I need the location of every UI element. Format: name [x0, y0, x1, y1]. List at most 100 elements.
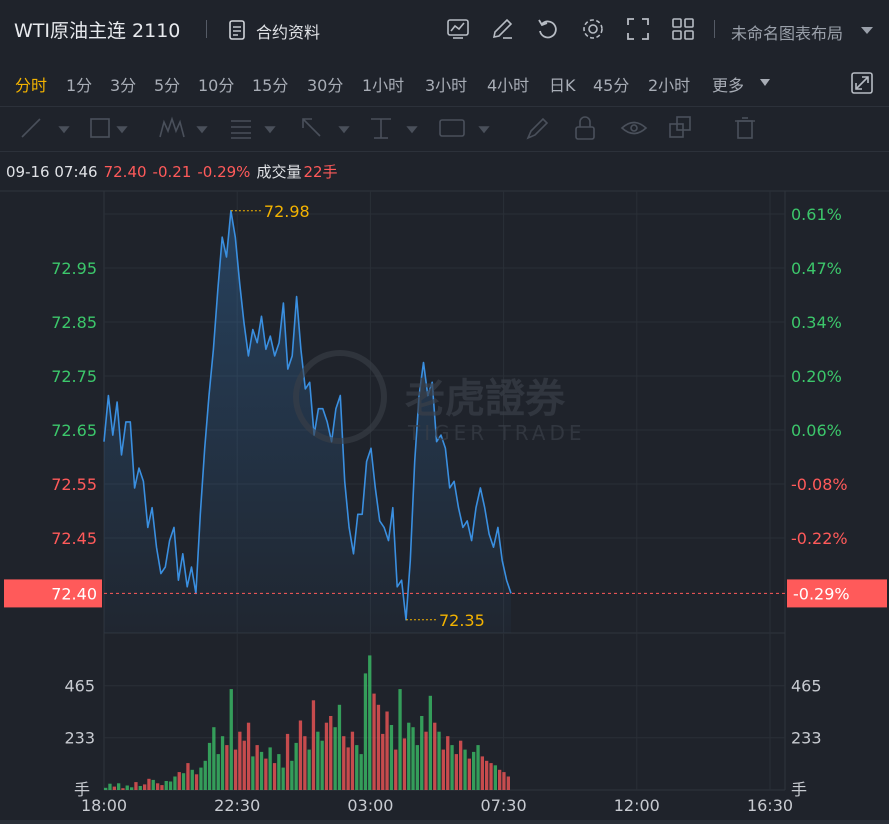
layout-name-dropdown[interactable]: 未命名图表布局: [731, 24, 844, 43]
volume-bar: [168, 781, 173, 790]
volume-bar: [272, 763, 277, 790]
edit-icon[interactable]: [490, 16, 516, 42]
volume-bar: [134, 782, 138, 790]
period-tab[interactable]: 2小时: [648, 76, 691, 95]
quote-datetime: 09-16 07:46: [6, 163, 98, 181]
rectangle-tool-icon[interactable]: [90, 118, 128, 138]
volume-tick-label: 233: [64, 729, 95, 748]
volume-bar: [437, 731, 441, 790]
volume-bar: [121, 788, 125, 790]
bottom-bar: [0, 820, 889, 824]
fibonacci-tool-icon[interactable]: [231, 120, 276, 139]
contract-info-link[interactable]: 合约资料: [256, 23, 321, 42]
volume-bar: [190, 769, 194, 790]
volume-bar: [125, 785, 129, 790]
volume-bar: [385, 711, 389, 790]
volume-bar: [450, 745, 454, 790]
settings-icon[interactable]: [580, 16, 606, 42]
current-price-label: 72.40: [51, 584, 97, 603]
price-tick-label: 72.85: [51, 313, 97, 332]
volume-bar: [160, 785, 164, 790]
volume-bar: [346, 747, 350, 790]
volume-bar: [433, 722, 437, 790]
volume-bar: [199, 767, 203, 790]
label-tool-icon[interactable]: [439, 119, 490, 137]
volume-bar: [467, 758, 471, 790]
grid-layout-icon[interactable]: [670, 16, 696, 42]
undo-icon[interactable]: [535, 16, 561, 42]
period-tab[interactable]: 3分: [110, 76, 137, 95]
indicator-icon[interactable]: [445, 16, 471, 42]
volume-bar: [424, 731, 428, 790]
volume-bar: [342, 736, 346, 790]
period-selector: 分时 1分 3分 5分 10分 15分 30分 1小时 3小时 4小时 日K 4…: [0, 60, 889, 107]
price-line: [103, 210, 512, 621]
volume-bar: [246, 722, 251, 790]
volume-bar: [476, 745, 480, 790]
layers-icon[interactable]: [669, 116, 691, 138]
volume-bar: [207, 742, 212, 790]
document-icon[interactable]: [228, 20, 246, 40]
volume-bar: [355, 745, 359, 790]
volume-bar: [181, 773, 186, 790]
volume-bar: [251, 756, 255, 790]
volume-bar: [372, 693, 376, 790]
eye-icon[interactable]: [620, 121, 648, 135]
period-tab[interactable]: 10分: [198, 76, 235, 95]
volume-bar: [402, 738, 407, 790]
period-tab[interactable]: 日K: [549, 76, 576, 95]
quote-change: -0.21: [152, 163, 192, 181]
pct-tick-label: 0.34%: [791, 313, 842, 332]
volume-bar: [177, 772, 181, 790]
quote-change-pct: -0.29%: [197, 163, 251, 181]
volume-bar: [255, 745, 259, 790]
trendline-tool-icon[interactable]: [21, 118, 70, 138]
period-tab[interactable]: 分时: [15, 76, 48, 95]
volume-bar: [290, 760, 294, 790]
volume-bar: [130, 787, 134, 790]
volume-bar: [281, 767, 285, 790]
volume-bar: [359, 754, 363, 790]
volume-bar: [472, 751, 476, 790]
pct-tick-label: 0.61%: [791, 205, 842, 224]
brush-tool-icon[interactable]: [526, 117, 549, 140]
period-tab[interactable]: 15分: [252, 76, 289, 95]
period-tab[interactable]: 3小时: [425, 76, 468, 95]
volume-bar: [264, 758, 268, 790]
expand-icon[interactable]: [850, 71, 874, 95]
volume-bar: [225, 745, 229, 790]
period-tab[interactable]: 1分: [66, 76, 93, 95]
volume-bar: [307, 749, 311, 790]
volume-bar: [459, 740, 463, 790]
period-tab[interactable]: 45分: [593, 76, 630, 95]
symbol-title[interactable]: WTI原油主连 2110: [14, 20, 181, 42]
fullscreen-icon[interactable]: [625, 16, 651, 42]
volume-tick-label: 465: [791, 677, 822, 696]
volume-bar: [285, 733, 290, 790]
pattern-tool-icon[interactable]: [159, 116, 208, 138]
volume-bar: [463, 749, 467, 790]
period-tab[interactable]: 1小时: [362, 76, 405, 95]
arrow-tool-icon[interactable]: [302, 118, 350, 137]
measure-tool-icon[interactable]: [371, 118, 418, 139]
volume-bar: [363, 673, 368, 790]
chevron-down-icon[interactable]: [861, 27, 873, 34]
more-periods-button[interactable]: 更多: [712, 76, 745, 95]
low-label: 72.35: [439, 611, 485, 630]
lock-icon[interactable]: [575, 116, 595, 140]
drawing-toolbar: [0, 116, 889, 152]
trash-icon[interactable]: [735, 117, 755, 139]
volume-bar: [480, 756, 484, 790]
chevron-down-icon[interactable]: [760, 79, 770, 86]
volume-bar: [350, 731, 355, 790]
volume-bar: [389, 725, 394, 790]
watermark-logo: [293, 350, 387, 444]
price-tick-label: 72.55: [51, 475, 97, 494]
volume-unit-label: 手: [74, 780, 90, 799]
period-tab[interactable]: 30分: [307, 76, 344, 95]
period-tab[interactable]: 4小时: [487, 76, 530, 95]
period-tab[interactable]: 5分: [154, 76, 181, 95]
volume-bar: [303, 736, 307, 790]
volume-bar: [298, 720, 303, 790]
